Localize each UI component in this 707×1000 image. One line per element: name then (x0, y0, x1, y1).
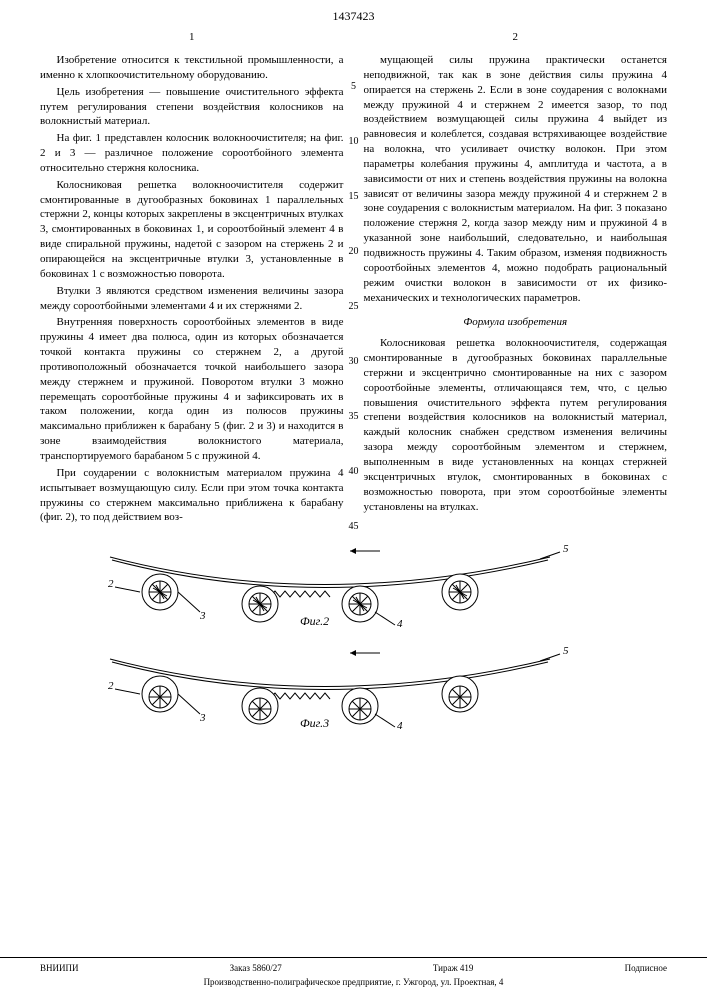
footer-tirage: Тираж 419 (433, 962, 474, 974)
footer-address: Производственно-полиграфическое предприя… (40, 976, 667, 988)
fig2-ref4: 4 (397, 618, 403, 627)
column-right: 2 мущающей силы пружина практически оста… (364, 30, 668, 527)
line-num-35: 35 (344, 410, 364, 424)
col2-p2: Колосниковая решетка волокноочистителя, … (364, 336, 668, 514)
line-num-5: 5 (344, 80, 364, 94)
patent-number: 1437423 (333, 9, 375, 23)
formula-title: Формула изобретения (364, 315, 668, 330)
col1-p1: Изобретение относится к текстильной пром… (40, 53, 344, 83)
column-left: 1 Изобретение относится к текстильной пр… (40, 30, 344, 527)
footer-line1: ВНИИПИ Заказ 5860/27 Тираж 419 Подписное (40, 962, 667, 974)
figure-3: 2 3 4 5 Фиг.3 (40, 639, 667, 729)
figure-3-svg: 2 3 4 5 Фиг.3 (40, 639, 667, 729)
fig2-ref2: 2 (108, 578, 114, 590)
col1-p7: При соударении с волокнистым материалом … (40, 466, 344, 525)
line-num-40: 40 (344, 465, 364, 479)
fig3-ref4: 4 (397, 720, 403, 729)
fig2-ref5: 5 (563, 543, 569, 555)
fig3-ref3: 3 (199, 712, 206, 724)
figures-area: 2 3 4 5 Фиг.2 (0, 527, 707, 751)
figure-2: 2 3 4 5 Фиг.2 (40, 537, 667, 627)
line-num-15: 15 (344, 190, 364, 204)
col2-p1: мущающей силы пружина практически остане… (364, 53, 668, 305)
figure-2-svg: 2 3 4 5 Фиг.2 (40, 537, 667, 627)
fig2-label: Фиг.2 (300, 614, 329, 627)
col1-p4: Колосниковая решетка волокноочистителя с… (40, 178, 344, 282)
footer: ВНИИПИ Заказ 5860/27 Тираж 419 Подписное… (0, 957, 707, 992)
col1-p6: Внутренняя поверхность сороотбойных элем… (40, 315, 344, 463)
content-area: 1 Изобретение относится к текстильной пр… (0, 30, 707, 527)
page-header: 1437423 (0, 0, 707, 30)
fig2-ref3: 3 (199, 610, 206, 622)
fig3-label: Фиг.3 (300, 716, 329, 729)
footer-org: ВНИИПИ (40, 962, 79, 974)
col1-p3: На фиг. 1 представлен колосник волокнооч… (40, 131, 344, 176)
col1-p5: Втулки 3 являются средством изменения ве… (40, 284, 344, 314)
col1-p2: Цель изобретения — повышение очистительн… (40, 85, 344, 130)
line-num-20: 20 (344, 245, 364, 259)
line-num-30: 30 (344, 355, 364, 369)
fig3-ref5: 5 (563, 645, 569, 657)
footer-sign: Подписное (625, 962, 667, 974)
col2-number: 2 (364, 30, 668, 45)
fig3-ref2: 2 (108, 680, 114, 692)
footer-order: Заказ 5860/27 (230, 962, 282, 974)
line-num-25: 25 (344, 300, 364, 314)
line-num-10: 10 (344, 135, 364, 149)
col1-number: 1 (40, 30, 344, 45)
